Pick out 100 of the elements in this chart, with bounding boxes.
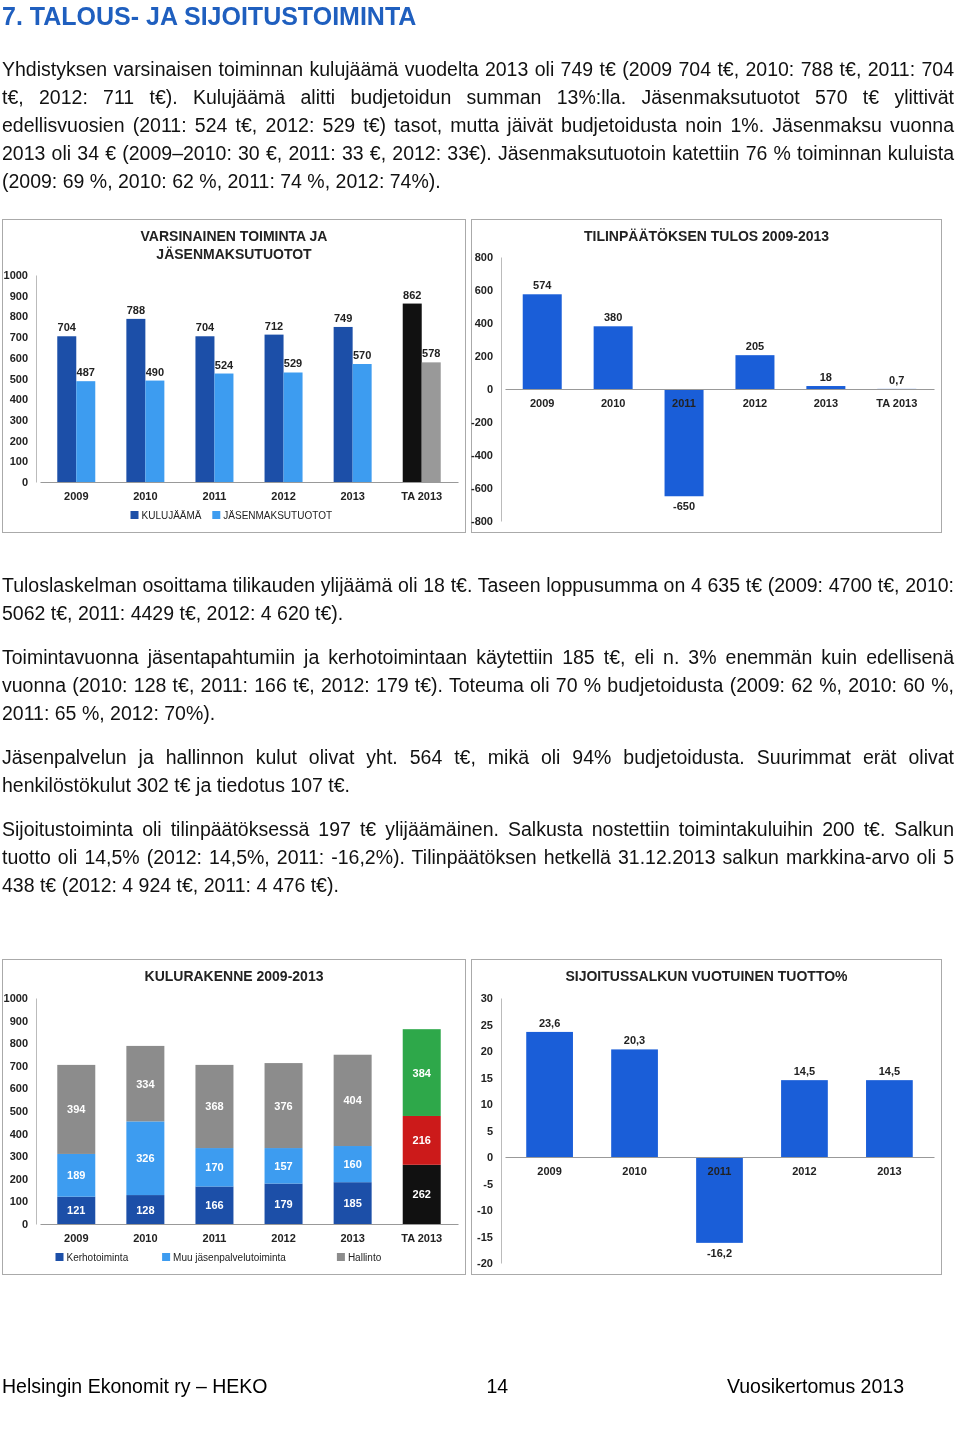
data-label: 14,5 [793, 1065, 816, 1078]
data-label: 326 [136, 1152, 155, 1165]
data-label: 376 [274, 1099, 293, 1112]
y-tick-label: 300 [9, 1150, 28, 1163]
data-label: 862 [403, 288, 422, 301]
y-tick-label: 600 [474, 284, 493, 297]
y-tick-label: -15 [477, 1230, 493, 1243]
data-label: 490 [145, 365, 165, 378]
data-label: 394 [67, 1103, 87, 1116]
y-tick-label: -20 [477, 1257, 493, 1270]
y-tick-label: 0 [486, 1151, 493, 1164]
text: Toimintavuonna jäsentapahtumiin ja kerhotoimintaan käytettiin 185 t€, eli n. 3% enemmän kuin edellisenä vuonna (2010: 128 t€, 2011: 166 t€, 2012: 179 t€). Toteuma oli 70 % budjetoidusta (2009: 62 %, 2010: 60 %, 2011: 65 %, 2012: 70%). [2, 645, 954, 726]
y-tick-label: 100 [9, 1195, 28, 1208]
data-label: 529 [283, 357, 303, 370]
x-tick-label: 2009 [64, 1231, 89, 1244]
data-label: 128 [136, 1203, 155, 1216]
x-tick-label: 2012 [271, 489, 296, 502]
data-label: 179 [274, 1197, 293, 1210]
data-label: 704 [195, 321, 216, 334]
y-tick-label: 700 [9, 1059, 28, 1072]
y-tick-label: 200 [474, 350, 493, 363]
y-tick-label: -5 [483, 1177, 493, 1190]
x-tick-label: 2012 [271, 1231, 296, 1244]
text: Helsingin Ekonomit ry – HEKO [2, 1375, 268, 1398]
x-tick-label: TA 2013 [876, 396, 918, 409]
data-label: 189 [67, 1169, 86, 1182]
y-tick-label: 800 [9, 1037, 28, 1050]
x-tick-label: TA 2013 [401, 489, 443, 502]
data-label: 121 [67, 1204, 86, 1217]
data-label: 170 [205, 1161, 224, 1174]
chart-title: SIJOITUSSALKUN VUOTUINEN TUOTTO% [565, 968, 849, 984]
text: 14 [486, 1375, 509, 1398]
data-label: 0,7 [889, 373, 905, 386]
x-tick-label: 2010 [133, 489, 158, 502]
legend-label: KULUJÄÄMÄ [141, 510, 202, 521]
y-tick-label: 20 [480, 1045, 493, 1058]
x-tick-label: 2010 [622, 1164, 647, 1177]
chart-title: TILINPÄÄTÖKSEN TULOS 2009-2013 [583, 228, 830, 244]
y-tick-label: 800 [9, 310, 28, 323]
data-label: 18 [819, 371, 832, 384]
y-tick-label: 100 [9, 455, 28, 468]
y-tick-label: 0 [21, 1218, 28, 1231]
data-label: 205 [745, 340, 765, 353]
y-tick-label: 300 [9, 413, 28, 426]
text: 7. TALOUS- JA SIJOITUSTOIMINTA [2, 2, 418, 31]
data-label: 216 [412, 1134, 431, 1147]
data-label: 712 [264, 319, 284, 332]
data-label: 570 [352, 349, 372, 362]
text: Vuosikertomus 2013 [726, 1375, 904, 1398]
text: Yhdistyksen varsinaisen toiminnan kulujäämä vuodelta 2013 oli 749 t€ (2009 704 t€, 2010: 788 t€, 2011: 704 t€, 2012: 711 t€). Kulujäämä alitti budjetoidun summan 13%:lla. Jäsenmaksutuotot 570 t€ ylittivät edellisvuosien (2011: 524 t€, 2012: 529 t€) tasot, mutta jäivät budjetoidusta noin 1%. Jäsenmaksu vuonna 2013 oli 34 € (2009–2010: 30 €, 2011: 33 €, 2012: 33€). Jäsenmaksutuotoin katettiin 76 % toiminnan kuluista (2009: 69 %, 2010: 62 %, 2011: 74 %, 2012: 74%). [2, 57, 954, 194]
y-tick-label: 30 [480, 992, 493, 1005]
y-tick-label: 1000 [3, 992, 28, 1005]
data-label: 749 [333, 311, 353, 324]
y-tick-label: 0 [21, 476, 28, 489]
data-label: 404 [343, 1094, 363, 1107]
x-tick-label: 2012 [792, 1164, 817, 1177]
y-tick-label: 700 [9, 331, 28, 344]
chart-title: VARSINAINEN TOIMINTA JA JÄSENMAKSUTUOTOT [140, 228, 328, 262]
x-tick-label: 2013 [340, 489, 365, 502]
data-label: -650 [673, 500, 696, 513]
y-tick-label: 600 [9, 1082, 28, 1095]
y-tick-label: 200 [9, 1172, 28, 1185]
text: Sijoitustoiminta oli tilinpäätöksessä 197 t€ ylijäämäinen. Salkusta nostettiin toimintakuluihin 200 t€. Salkun tuotto oli 14,5% (2012: 14,5%, 2011: -16,2%). Tilinpäätöksen hetkellä 31.12.2013 salkun markkina-arvo oli 5 438 t€ (2012: 4 924 t€, 2011: 4 476 t€). [2, 817, 954, 898]
y-tick-label: 500 [9, 372, 28, 385]
x-tick-label: 2009 [529, 396, 555, 409]
y-tick-label: 800 [474, 251, 493, 264]
y-tick-label: 400 [9, 1127, 28, 1140]
y-tick-label: 900 [9, 1014, 28, 1027]
data-label: 487 [76, 366, 95, 379]
y-tick-label: -400 [470, 449, 493, 462]
legend-label: Muu jäsenpalvelutoiminta [173, 1252, 287, 1263]
data-label: 20,3 [623, 1034, 646, 1047]
x-tick-label: 2011 [672, 396, 696, 409]
x-tick-label: 2013 [877, 1164, 902, 1177]
y-tick-label: 15 [480, 1071, 493, 1084]
data-label: 574 [533, 279, 553, 292]
y-tick-label: 400 [9, 393, 28, 406]
data-label: 524 [214, 358, 235, 371]
y-tick-label: 25 [480, 1018, 493, 1031]
legend-label: Hallinto [347, 1252, 382, 1263]
y-tick-label: 900 [9, 289, 28, 302]
x-tick-label: 2009 [537, 1164, 562, 1177]
y-tick-label: 5 [486, 1124, 493, 1137]
data-label: 185 [343, 1197, 362, 1210]
y-tick-label: 600 [9, 351, 28, 364]
data-label: -16,2 [706, 1246, 733, 1259]
data-label: 160 [343, 1158, 362, 1171]
data-label: 384 [412, 1066, 432, 1079]
data-label: 368 [205, 1100, 224, 1113]
y-tick-label: 1000 [3, 269, 28, 282]
data-label: 14,5 [878, 1065, 901, 1078]
data-label: 262 [412, 1188, 431, 1201]
legend-label: Kerhotoiminta [66, 1252, 129, 1263]
x-tick-label: 2010 [133, 1231, 158, 1244]
text: Tuloslaskelman osoittama tilikauden ylijäämä oli 18 t€. Taseen loppusumma on 4 635 t€ (2009: 4700 t€, 2010: 5062 t€, 2011: 4429 t€, 2012: 4 620 t€). [2, 573, 954, 626]
chart-title: KULURAKENNE 2009-2013 [144, 968, 324, 984]
y-tick-label: 500 [9, 1105, 28, 1118]
y-tick-label: -10 [477, 1204, 493, 1217]
x-tick-label: 2013 [813, 396, 839, 409]
x-tick-label: 2011 [202, 1231, 227, 1244]
